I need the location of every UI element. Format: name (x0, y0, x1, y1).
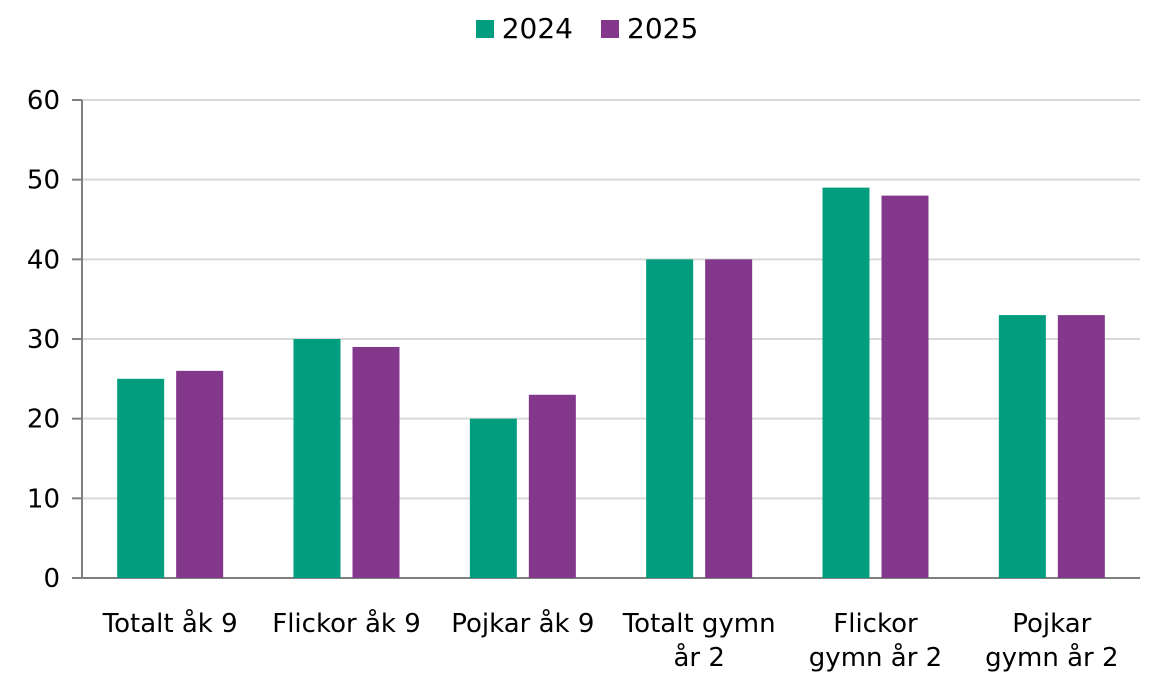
y-tick-label-0: 0 (43, 564, 60, 594)
legend: 2024 2025 (0, 12, 1174, 45)
legend-item-2024: 2024 (475, 12, 573, 45)
bar-2024-3 (646, 259, 694, 578)
bar-2025-0 (176, 370, 224, 578)
x-tick-label-0-line-0: Totalt åk 9 (102, 608, 238, 639)
x-tick-label-3-line-0: Totalt gymn (622, 609, 776, 639)
bar-2024-1 (293, 339, 341, 578)
bar-2024-4 (822, 187, 870, 578)
legend-item-2025: 2025 (601, 12, 698, 45)
bar-2025-2 (528, 394, 576, 578)
bar-2024-2 (469, 418, 517, 578)
x-tick-label-1-line-0: Flickor åk 9 (272, 608, 420, 639)
legend-swatch-2025 (601, 19, 619, 38)
bar-2025-1 (352, 346, 400, 578)
x-tick-label-4-line-1: gymn år 2 (809, 642, 942, 673)
bar-2025-4 (881, 195, 929, 578)
legend-label-2024: 2024 (501, 12, 573, 45)
x-tick-label-2-line-0: Pojkar åk 9 (451, 608, 594, 639)
x-tick-label-5-line-0: Pojkar (1012, 609, 1091, 639)
bar-2025-5 (1057, 315, 1105, 578)
bar-2025-3 (705, 259, 753, 578)
bar-2024-5 (998, 315, 1046, 578)
y-tick-label-40: 40 (27, 245, 60, 275)
y-tick-label-20: 20 (27, 405, 60, 435)
x-tick-label-5-line-1: gymn år 2 (985, 642, 1118, 673)
y-tick-label-30: 30 (27, 325, 60, 355)
legend-label-2025: 2025 (627, 12, 699, 45)
y-tick-label-50: 50 (27, 166, 60, 196)
x-tick-label-4-line-0: Flickor (833, 609, 918, 639)
x-tick-label-3-line-1: år 2 (673, 642, 724, 673)
bar-2024-0 (117, 378, 165, 578)
legend-swatch-2024 (475, 19, 494, 38)
y-tick-label-10: 10 (27, 484, 60, 514)
y-tick-label-60: 60 (27, 86, 60, 116)
